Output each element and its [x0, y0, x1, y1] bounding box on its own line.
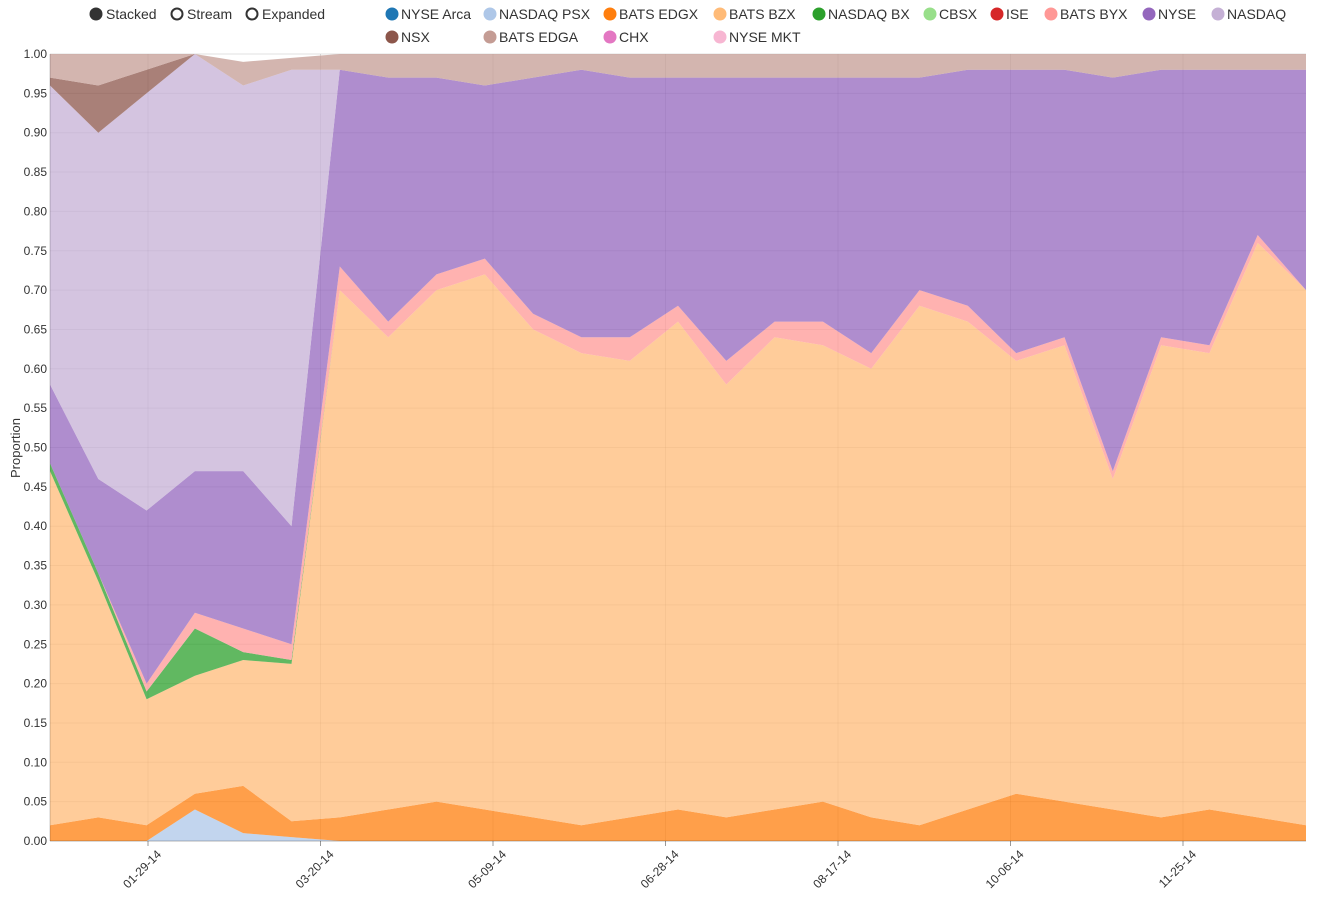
legend-item-nyse-mkt[interactable]: NYSE MKT — [713, 29, 801, 45]
legend-label: CBSX — [939, 6, 978, 22]
legend-swatch-icon — [713, 30, 727, 44]
legend-label: NYSE Arca — [401, 6, 471, 22]
x-tick-label: 11-25-14 — [1156, 847, 1199, 890]
area-nasdaq[interactable] — [50, 54, 1306, 527]
legend-swatch-icon — [385, 7, 399, 21]
y-tick-label: 0.90 — [24, 126, 48, 140]
legend-item-nyse-arca[interactable]: NYSE Arca — [385, 6, 471, 22]
stacked-control[interactable]: Stacked — [89, 6, 157, 22]
legend-item-chx[interactable]: CHX — [603, 29, 649, 45]
legend-swatch-icon — [1044, 7, 1058, 21]
legend-swatch-icon — [923, 7, 937, 21]
legend-swatch-icon — [483, 7, 497, 21]
stream-radio-icon — [170, 7, 184, 21]
y-tick-label: 0.70 — [24, 283, 48, 297]
legend-item-nsx[interactable]: NSX — [385, 29, 430, 45]
legend-label: BATS BYX — [1060, 6, 1128, 22]
legend-label: BATS EDGA — [499, 29, 579, 45]
y-tick-label: 0.45 — [24, 480, 48, 494]
legend-label: NASDAQ BX — [828, 6, 910, 22]
legend-item-nasdaq-psx[interactable]: NASDAQ PSX — [483, 6, 591, 22]
expanded-radio-icon — [245, 7, 259, 21]
y-tick-label: 0.65 — [24, 322, 48, 336]
legend-swatch-icon — [603, 30, 617, 44]
y-tick-label: 0.20 — [24, 677, 48, 691]
legend-item-ise[interactable]: ISE — [990, 6, 1029, 22]
y-tick-label: 0.40 — [24, 519, 48, 533]
area-bats-bzx[interactable] — [50, 242, 1306, 826]
y-tick-label: 0.00 — [24, 834, 48, 848]
x-tick-label: 08-17-14 — [810, 847, 854, 891]
legend-swatch-icon — [990, 7, 1004, 21]
legend-item-bats-edgx[interactable]: BATS EDGX — [603, 6, 699, 22]
area-nyse[interactable] — [50, 69, 1306, 684]
stacked-radio-icon — [89, 7, 103, 21]
x-tick-label: 10-06-14 — [983, 847, 1027, 891]
y-tick-label: 0.95 — [24, 86, 48, 100]
y-tick-label: 1.00 — [24, 47, 48, 61]
legend: NYSE Arca NASDAQ PSX BATS EDGX BATS BZX NASD… — [385, 6, 1286, 45]
expanded-control-label: Expanded — [262, 6, 325, 22]
y-tick-label: 0.35 — [24, 559, 48, 573]
legend-label: BATS EDGX — [619, 6, 699, 22]
legend-label: BATS BZX — [729, 6, 796, 22]
y-tick-label: 0.15 — [24, 716, 48, 730]
legend-swatch-icon — [812, 7, 826, 21]
legend-item-bats-byx[interactable]: BATS BYX — [1044, 6, 1128, 22]
legend-label: CHX — [619, 29, 649, 45]
legend-item-cbsx[interactable]: CBSX — [923, 6, 978, 22]
y-tick-label: 0.85 — [24, 165, 48, 179]
y-tick-label: 0.30 — [24, 598, 48, 612]
legend-swatch-icon — [1142, 7, 1156, 21]
x-tick-label: 06-28-14 — [638, 847, 682, 891]
x-axis: 01-29-14 03-20-14 05-09-14 06-28-14 08-17-14… — [50, 840, 1306, 891]
area-nsx[interactable] — [50, 54, 1306, 133]
legend-label: ISE — [1006, 6, 1029, 22]
stacked-control-label: Stacked — [106, 6, 157, 22]
y-tick-label: 0.55 — [24, 401, 48, 415]
y-tick-label: 0.05 — [24, 795, 48, 809]
chart-style-controls: Stacked Stream Expanded — [89, 6, 326, 22]
x-tick-label: 05-09-14 — [465, 847, 509, 891]
legend-label: NASDAQ PSX — [499, 6, 591, 22]
legend-item-bats-edga[interactable]: BATS EDGA — [483, 29, 579, 45]
legend-swatch-icon — [385, 30, 399, 44]
legend-item-nasdaq[interactable]: NASDAQ — [1211, 6, 1286, 22]
y-tick-label: 0.60 — [24, 362, 48, 376]
y-tick-label: 0.75 — [24, 244, 48, 258]
legend-label: NSX — [401, 29, 430, 45]
expanded-control[interactable]: Expanded — [245, 6, 326, 22]
legend-label: NYSE — [1158, 6, 1196, 22]
x-tick-label: 01-29-14 — [120, 847, 164, 891]
legend-label: NYSE MKT — [729, 29, 801, 45]
legend-item-nasdaq-bx[interactable]: NASDAQ BX — [812, 6, 910, 22]
legend-label: NASDAQ — [1227, 6, 1286, 22]
stream-control-label: Stream — [187, 6, 232, 22]
y-tick-label: 0.80 — [24, 204, 48, 218]
y-axis-title: Proportion — [8, 418, 23, 478]
legend-item-nyse[interactable]: NYSE — [1142, 6, 1196, 22]
legend-swatch-icon — [603, 7, 617, 21]
area-layers — [50, 54, 1306, 841]
area-bats-edga[interactable] — [50, 54, 1306, 86]
y-tick-label: 0.50 — [24, 441, 48, 455]
legend-swatch-icon — [483, 30, 497, 44]
x-tick-label: 03-20-14 — [293, 847, 337, 891]
legend-item-bats-bzx[interactable]: BATS BZX — [713, 6, 796, 22]
legend-swatch-icon — [1211, 7, 1225, 21]
area-bats-edgx[interactable] — [50, 785, 1306, 841]
y-tick-label: 0.25 — [24, 637, 48, 651]
legend-swatch-icon — [713, 7, 727, 21]
y-tick-label: 0.10 — [24, 755, 48, 769]
area-nasdaq-psx[interactable] — [50, 809, 1306, 842]
area-bats-byx[interactable] — [50, 235, 1306, 692]
y-axis: 0.00 0.05 0.10 0.15 0.20 0.25 0.30 0.35 0.40 0.45… — [24, 47, 51, 848]
stream-control[interactable]: Stream — [170, 6, 233, 22]
